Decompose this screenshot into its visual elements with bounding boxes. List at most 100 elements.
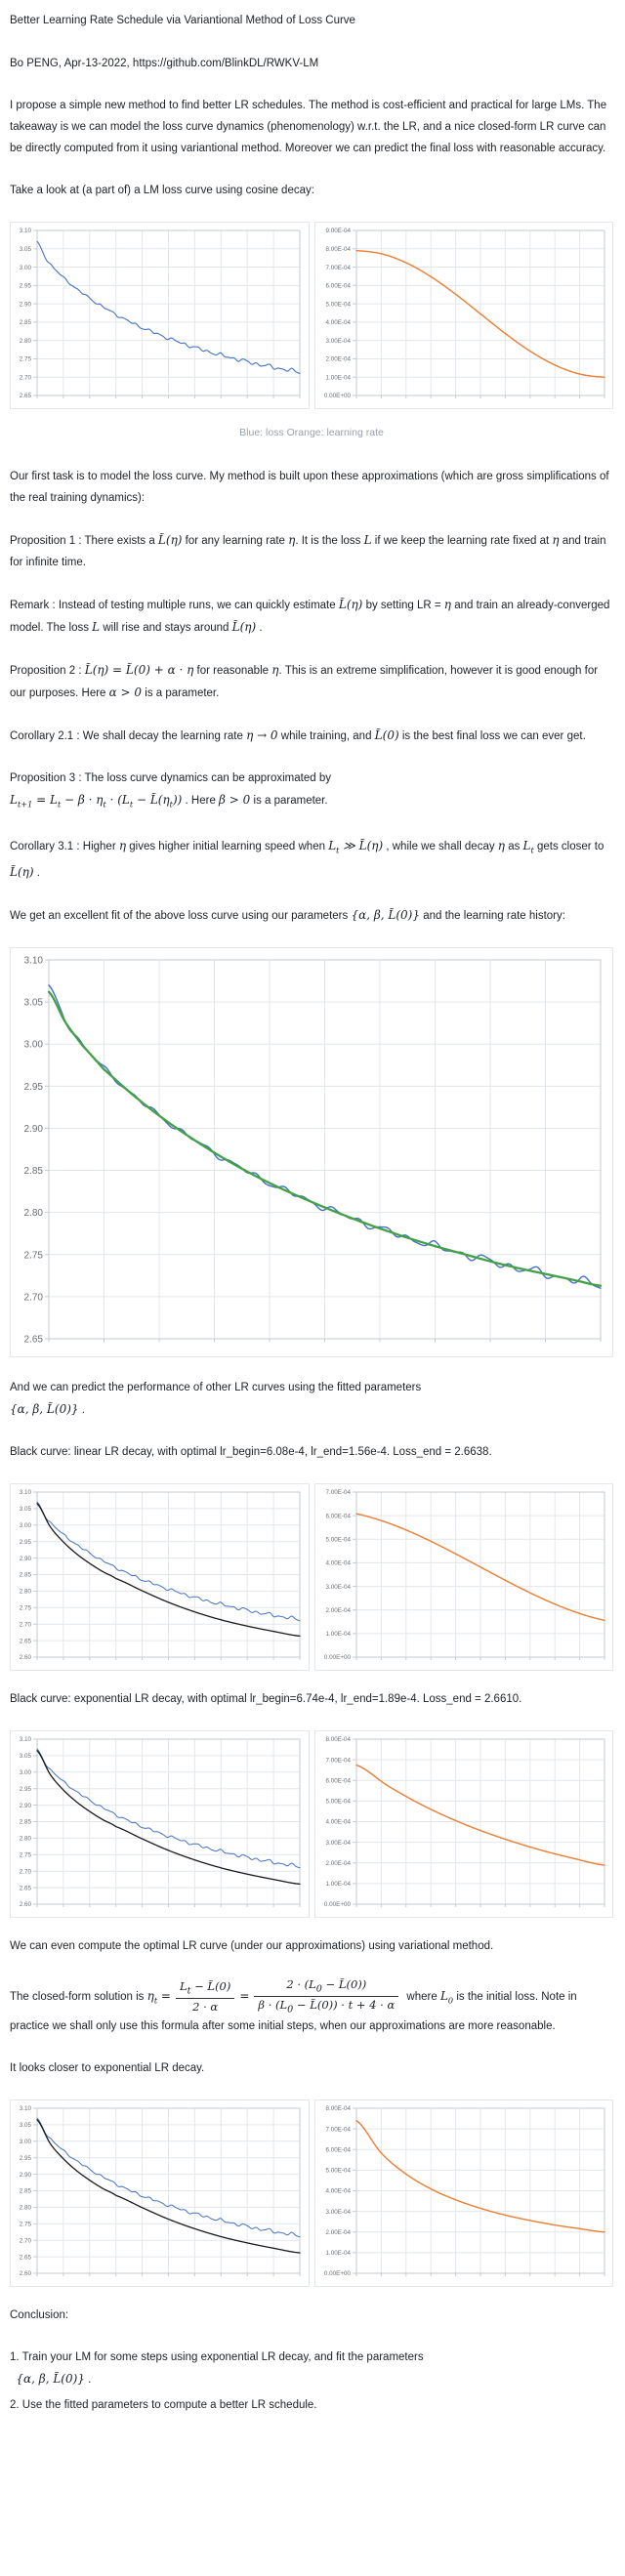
inline-math: L0 [439,1988,454,2005]
looks-closer-paragraph: It looks closer to exponential LR decay. [10,2062,205,2075]
y-tick-label: 1.00E-04 [325,1631,351,1638]
y-tick-label: 0.00E+00 [323,1901,351,1908]
y-tick-label: 3.05 [20,1753,32,1760]
lr-exp-svg: 8.00E-04 7.00E-04 6.00E-04 5.00E-04 4.00E-04… [323,1736,605,1908]
y-tick-label: 8.00E-04 [325,246,351,253]
inline-math: L̃(0) [374,728,399,742]
inline-math: η [118,839,127,853]
excellent-fit-paragraph: We get an excellent fit of the above los… [10,907,565,922]
series-loss-cosine-decay-run- [36,240,301,374]
first-task-paragraph: Our first task is to model the loss curv… [10,471,609,504]
page-title: Better Learning Rate Schedule via Varian… [10,15,355,26]
loss-chart-cosine: 3.10 3.05 3.00 2.95 2.90 2.85 2.80 2.75 2.70 2.65 [10,222,310,409]
y-tick-label: 2.70 [20,1868,32,1875]
remark: Remark : Instead of testing multiple run… [10,598,610,634]
y-tick-label: 0.00E+00 [323,1654,351,1661]
math-fraction: 2 · (L0 − L̃(0)) β · (L0 − L̃(0)) · t + 4… [254,1977,399,2016]
series-actual-loss-cosine-run- [36,1748,301,1869]
y-tick-label: 2.85 [24,1166,44,1177]
y-tick-label: 2.65 [20,1638,32,1644]
y-tick-label: 6.00E-04 [325,1777,351,1784]
y-tick-label: 2.00E-04 [325,356,351,363]
inline-math: {α, β, L̃(0)} [16,2372,85,2387]
cosine-decay-intro: Take a look at (a part of) a LM loss cur… [10,185,314,196]
inline-math: η [271,663,279,677]
inline-math: Lt [522,839,534,855]
y-tick-label: 1.00E-04 [325,1881,351,1888]
inline-math: η → 0 [246,728,278,742]
y-tick-label: 3.10 [24,955,44,966]
inline-math: L [92,620,101,634]
y-tick-label: 3.00 [20,1769,32,1776]
inline-math: L̃(η) [338,598,363,611]
corollary-3-1: Corollary 3.1 : Higher η gives higher in… [10,839,604,879]
chart-row-linear: 3.10 3.05 3.00 2.95 2.90 2.85 2.80 2.75 2.70 2.65… [10,1482,613,1671]
loss-chart-optimal-pred: 3.10 3.05 3.00 2.95 2.90 2.85 2.80 2.75 2.70 2.65… [10,2099,310,2288]
inline-math: Lt ≫ L̃(η) [328,839,384,855]
y-tick-label: 3.00E-04 [325,1840,351,1847]
conclusion-list: 1. Train your LM for some steps using ex… [10,2347,613,2416]
loss-cosine-svg: 3.10 3.05 3.00 2.95 2.90 2.85 2.80 2.75 2.70 2.65 [20,228,301,399]
y-tick-label: 6.00E-04 [325,283,351,290]
loss-chart-linear-pred: 3.10 3.05 3.00 2.95 2.90 2.85 2.80 2.75 2.70 2.65… [10,1482,310,1671]
series-actual-loss-cosine-run- [36,1501,301,1622]
chart-row-exponential: 3.10 3.05 3.00 2.95 2.90 2.85 2.80 2.75 2.70 2.65… [10,1729,613,1918]
proposition-3: Proposition 3 : The loss curve dynamics … [10,772,331,810]
y-tick-label: 2.70 [20,374,32,381]
y-tick-label: 2.65 [24,1334,44,1345]
series-fitted-model [47,990,603,1287]
lr-optimal-svg: 8.00E-04 7.00E-04 6.00E-04 5.00E-04 4.00E-04… [323,2106,605,2278]
y-tick-label: 2.95 [20,283,32,290]
inline-math: L̃(η) [10,864,34,879]
y-tick-label: 5.00E-04 [325,1536,351,1543]
intro-paragraph: I propose a simple new method to find be… [10,100,607,154]
y-tick-label: 2.95 [20,1539,32,1546]
y-tick-label: 5.00E-04 [325,1798,351,1805]
y-tick-label: 3.10 [20,1736,32,1743]
series-optimal-closed-form-lr-curve [354,2120,605,2233]
y-tick-label: 3.05 [20,1506,32,1513]
loss-fit-svg: 3.10 3.05 3.00 2.95 2.90 2.85 2.80 2.75 2.70 2.65 [24,955,603,1345]
y-tick-label: 2.00E-04 [325,2229,351,2236]
y-tick-label: 2.90 [20,1803,32,1809]
y-tick-label: 2.80 [20,2205,32,2212]
predict-others-paragraph: And we can predict the performance of ot… [10,1381,422,1416]
inline-math: Lt+1 = Lt − β · ηt · (Lt − L̃(ηt)) [10,793,183,810]
y-tick-label: 2.75 [24,1250,44,1261]
y-tick-label: 2.85 [20,1818,32,1825]
closed-form-paragraph: The closed-form solution is ηt = Lt − L̃(… [10,1976,577,2033]
y-tick-label: 3.10 [20,2106,32,2113]
y-tick-label: 2.90 [20,1556,32,1562]
inline-math: α > 0 [108,686,143,699]
lr-linear-svg: 7.00E-04 6.00E-04 5.00E-04 4.00E-04 3.00E-04… [323,1489,605,1661]
y-tick-label: 8.00E-04 [325,2106,351,2113]
loss-linear-pred-svg: 3.10 3.05 3.00 2.95 2.90 2.85 2.80 2.75 2.70 2.65… [20,1489,301,1661]
y-tick-label: 2.80 [24,1208,44,1219]
y-tick-label: 2.90 [20,301,32,308]
y-tick-label: 7.00E-04 [325,1489,351,1496]
y-tick-label: 6.00E-04 [325,1513,351,1519]
lr-chart-linear: 7.00E-04 6.00E-04 5.00E-04 4.00E-04 3.00E-04… [313,1482,613,1671]
y-tick-label: 3.00E-04 [325,338,351,345]
chart-row-cosine: 3.10 3.05 3.00 2.95 2.90 2.85 2.80 2.75 2.70 2.65… [10,222,613,409]
compute-optimal-paragraph: We can even compute the optimal LR curve… [10,1939,494,1952]
series-learning-rate-cosine-decay- [354,249,605,378]
series-linear-lr-decay-lr-begin-6-08e-4-lr-end-1-56e-4 [354,1513,605,1621]
loss-chart-exp-pred: 3.10 3.05 3.00 2.95 2.90 2.85 2.80 2.75 2.70 2.65… [10,1729,310,1918]
y-tick-label: 6.00E-04 [325,2147,351,2154]
conclusion-item-1: 1. Train your LM for some steps using ex… [10,2351,424,2387]
y-tick-label: 2.75 [20,1604,32,1611]
y-tick-label: 7.00E-04 [325,2127,351,2134]
y-tick-label: 2.70 [20,1621,32,1628]
y-tick-label: 3.05 [24,997,44,1008]
inline-math: L̃(η) [157,533,183,547]
inline-math: ηt = [146,1988,171,2005]
document: Better Learning Rate Schedule via Varian… [10,15,613,2416]
math-fraction: Lt − L̃(0) 2 · α [175,1979,235,2015]
inline-math: η [288,533,296,547]
inline-math: L̃(η) = L̃(0) + α · η [84,663,194,677]
y-tick-label: 3.00 [20,1522,32,1529]
y-tick-label: 9.00E-04 [325,228,351,234]
loss-fit-chart: 3.10 3.05 3.00 2.95 2.90 2.85 2.80 2.75 2.70 2.65 [10,946,613,1357]
y-tick-label: 3.05 [20,246,32,253]
